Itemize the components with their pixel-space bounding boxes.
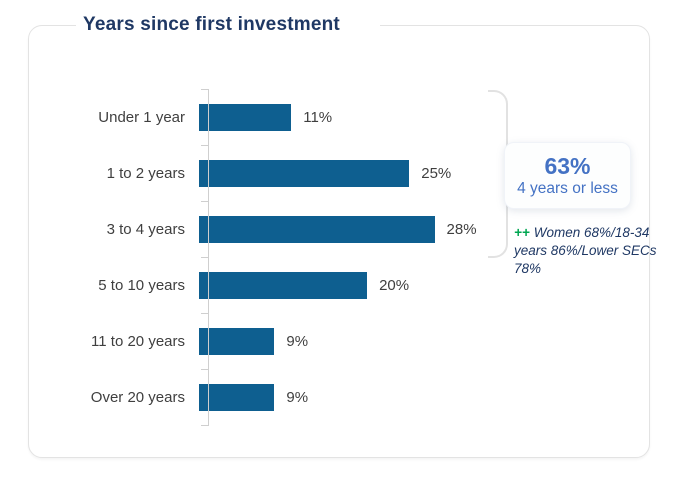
bar-track: 9% bbox=[197, 327, 649, 355]
axis-tick bbox=[201, 145, 209, 146]
category-label: Under 1 year bbox=[98, 108, 185, 126]
chart-title: Years since first investment bbox=[76, 12, 380, 38]
bar-track: 20% bbox=[197, 271, 649, 299]
bar-row: 1 to 2 years 25% bbox=[29, 145, 649, 201]
category-label: 1 to 2 years bbox=[106, 164, 185, 182]
bar-chart: Under 1 year 11% 1 to 2 years 25% 3 to 4 yea… bbox=[29, 89, 649, 425]
bar-row: 11 to 20 years 9% bbox=[29, 313, 649, 369]
bar-track: 9% bbox=[197, 383, 649, 411]
bar-track: 28% bbox=[197, 215, 649, 243]
bar bbox=[198, 327, 275, 355]
summary-callout: 63% 4 years or less bbox=[504, 142, 631, 209]
axis-tick bbox=[201, 425, 209, 426]
note-marker: ++ bbox=[514, 225, 530, 240]
value-label: 20% bbox=[379, 276, 410, 294]
bar-row: Over 20 years 9% bbox=[29, 369, 649, 425]
value-label: 11% bbox=[303, 108, 333, 126]
summary-value: 63% bbox=[544, 152, 591, 179]
category-label: 11 to 20 years bbox=[91, 332, 185, 350]
bar-track: 25% bbox=[197, 159, 649, 187]
value-label: 9% bbox=[286, 388, 309, 406]
category-axis bbox=[201, 89, 209, 426]
summary-label: 4 years or less bbox=[517, 179, 618, 197]
value-label: 25% bbox=[421, 164, 452, 182]
bar bbox=[198, 103, 292, 131]
bar-row: 5 to 10 years 20% bbox=[29, 257, 649, 313]
bar-row: Under 1 year 11% bbox=[29, 89, 649, 145]
bar-row: 3 to 4 years 28% bbox=[29, 201, 649, 257]
category-label: Over 20 years bbox=[90, 388, 185, 406]
axis-tick bbox=[201, 89, 209, 90]
axis-tick bbox=[201, 257, 209, 258]
bar bbox=[198, 383, 275, 411]
bar-track: 11% bbox=[197, 103, 649, 131]
bar bbox=[198, 271, 368, 299]
bar bbox=[198, 215, 435, 243]
subgroup-note: ++ Women 68%/18-34 years 86%/Lower SECs 7… bbox=[514, 224, 667, 278]
category-label: 5 to 10 years bbox=[98, 276, 185, 294]
axis-tick bbox=[201, 369, 209, 370]
axis-tick bbox=[201, 201, 209, 202]
chart-card: Years since first investment Under 1 yea… bbox=[28, 12, 657, 458]
note-text: Women 68%/18-34 years 86%/Lower SECs 78% bbox=[514, 225, 657, 276]
category-label: 3 to 4 years bbox=[106, 220, 185, 238]
value-label: 9% bbox=[286, 332, 309, 350]
value-label: 28% bbox=[446, 220, 477, 238]
axis-tick bbox=[201, 313, 209, 314]
bar bbox=[198, 159, 410, 187]
